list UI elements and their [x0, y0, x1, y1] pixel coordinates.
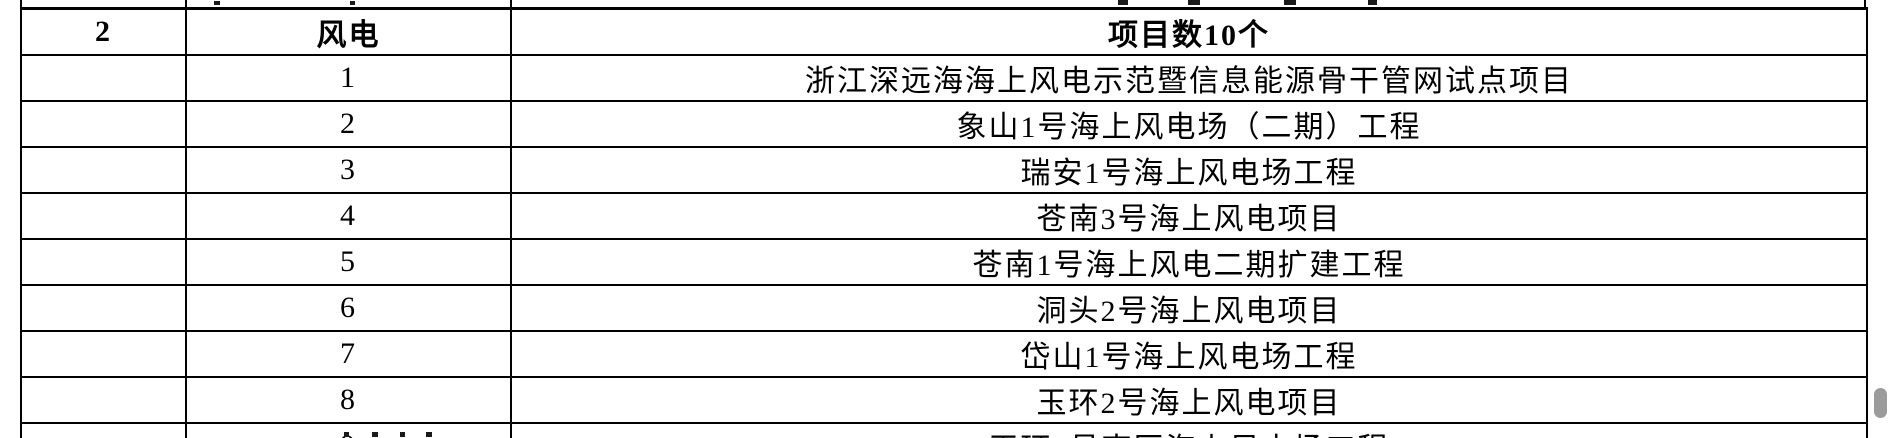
projects-table: 2 风电 项目数10个 1 浙江深远海海上风电示范暨信息能源骨干管网试点项目 2 象山… [20, 7, 1868, 438]
clipped-text-fragment [1188, 0, 1200, 5]
project-name-cell: 苍南1号海上风电二期扩建工程 [510, 238, 1868, 286]
project-row: 1 浙江深远海海上风电示范暨信息能源骨干管网试点项目 [20, 54, 1868, 102]
projects-table-body: 2 风电 项目数10个 1 浙江深远海海上风电示范暨信息能源骨干管网试点项目 2 象山… [20, 7, 1868, 438]
clipped-text-fragment [350, 1, 355, 5]
row-number-cell: 3 [185, 146, 512, 194]
project-row: 3 瑞安1号海上风电场工程 [20, 146, 1868, 194]
left-empty-cell [20, 192, 187, 240]
project-row: 6 洞头2号海上风电项目 [20, 284, 1868, 332]
left-empty-cell [20, 100, 187, 148]
project-row: 2 象山1号海上风电场（二期）工程 [20, 100, 1868, 148]
table-left-border-stub [20, 0, 22, 7]
clipped-text-fragment [400, 432, 405, 437]
clipped-text-fragment [344, 432, 349, 437]
project-row: 7 岱山1号海上风电场工程 [20, 330, 1868, 378]
left-empty-cell [20, 238, 187, 286]
left-empty-cell [20, 54, 187, 102]
project-name-cell: 苍南3号海上风电项目 [510, 192, 1868, 240]
project-name-cell: 象山1号海上风电场（二期）工程 [510, 100, 1868, 148]
project-count-cell: 项目数10个 [510, 7, 1868, 56]
project-row: 9玉环1号南区海上风电场工程 [20, 422, 1868, 438]
clipped-text-fragment [1284, 0, 1296, 5]
vertical-scrollbar-thumb[interactable] [1874, 388, 1887, 418]
table-right-border-stub [1864, 0, 1866, 7]
row-number-cell: 8 [185, 376, 512, 424]
project-name-cell: 浙江深远海海上风电示范暨信息能源骨干管网试点项目 [510, 54, 1868, 102]
row-number-cell: 2 [185, 100, 512, 148]
clipped-text-fragment [214, 1, 220, 5]
category-cell: 风电 [185, 7, 512, 56]
project-name-cell: 玉环2号海上风电项目 [510, 376, 1868, 424]
left-empty-cell [20, 422, 187, 438]
project-name-cell: 岱山1号海上风电场工程 [510, 330, 1868, 378]
section-header-row: 2 风电 项目数10个 [20, 7, 1868, 56]
column-divider-stub [510, 0, 512, 7]
row-number-cell: 7 [185, 330, 512, 378]
left-empty-cell [20, 146, 187, 194]
clipped-text-fragment [1368, 0, 1377, 5]
row-number-cell: 5 [185, 238, 512, 286]
clipped-text-fragment [426, 432, 432, 437]
project-name-cell: 洞头2号海上风电项目 [510, 284, 1868, 332]
project-row: 5 苍南1号海上风电二期扩建工程 [20, 238, 1868, 286]
row-number-cell: 1 [185, 54, 512, 102]
row-number-cell: 6 [185, 284, 512, 332]
column-divider-stub [185, 0, 187, 7]
clipped-text-fragment [1118, 0, 1128, 5]
left-empty-cell [20, 376, 187, 424]
row-number-cell: 4 [185, 192, 512, 240]
section-number-cell: 2 [20, 7, 187, 56]
project-name-cell: 玉环1号南区海上风电场工程 [510, 422, 1868, 438]
left-empty-cell [20, 284, 187, 332]
project-row: 4 苍南3号海上风电项目 [20, 192, 1868, 240]
project-row: 8 玉环2号海上风电项目 [20, 376, 1868, 424]
left-empty-cell [20, 330, 187, 378]
project-name-cell: 瑞安1号海上风电场工程 [510, 146, 1868, 194]
clipped-text-fragment [372, 432, 378, 437]
